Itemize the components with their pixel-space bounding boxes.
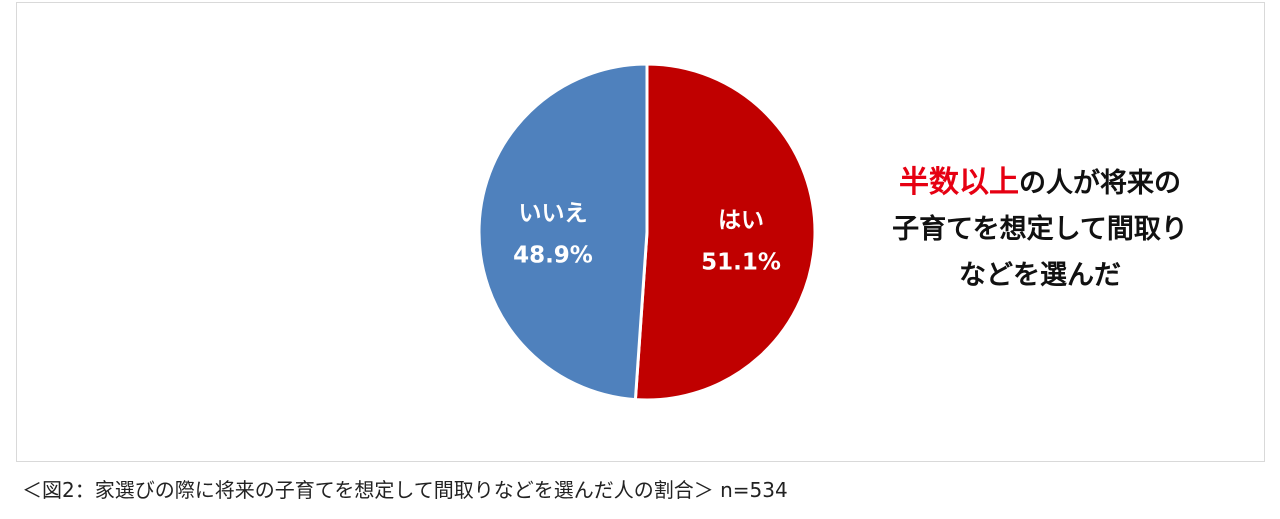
slice-value-label: 51.1%: [701, 249, 781, 275]
annotation-line-1: 半数以上の人が将来の: [840, 160, 1240, 207]
annotation-line-1-rest: の人が将来の: [1019, 168, 1181, 199]
pie-labels: はい 51.1% いいえ 48.9%: [513, 201, 781, 276]
annotation-line-2: 子育てを想定して間取り: [892, 214, 1188, 245]
chart-annotation: 半数以上の人が将来の 子育てを想定して間取り などを選んだ: [840, 160, 1240, 299]
pie-slices: [477, 62, 817, 402]
slice-value-label: 48.9%: [513, 243, 593, 269]
annotation-line-3: などを選んだ: [959, 260, 1121, 291]
pie-slice-1: [633, 62, 817, 402]
pie-slice-2: [477, 62, 649, 402]
slice-category-label: はい: [718, 207, 764, 233]
annotation-highlight: 半数以上: [899, 165, 1019, 200]
chart-caption: ＜図2：家選びの際に将来の子育てを想定して間取りなどを選んだ人の割合＞ n=53…: [22, 478, 788, 502]
slice-category-label: いいえ: [518, 201, 587, 227]
